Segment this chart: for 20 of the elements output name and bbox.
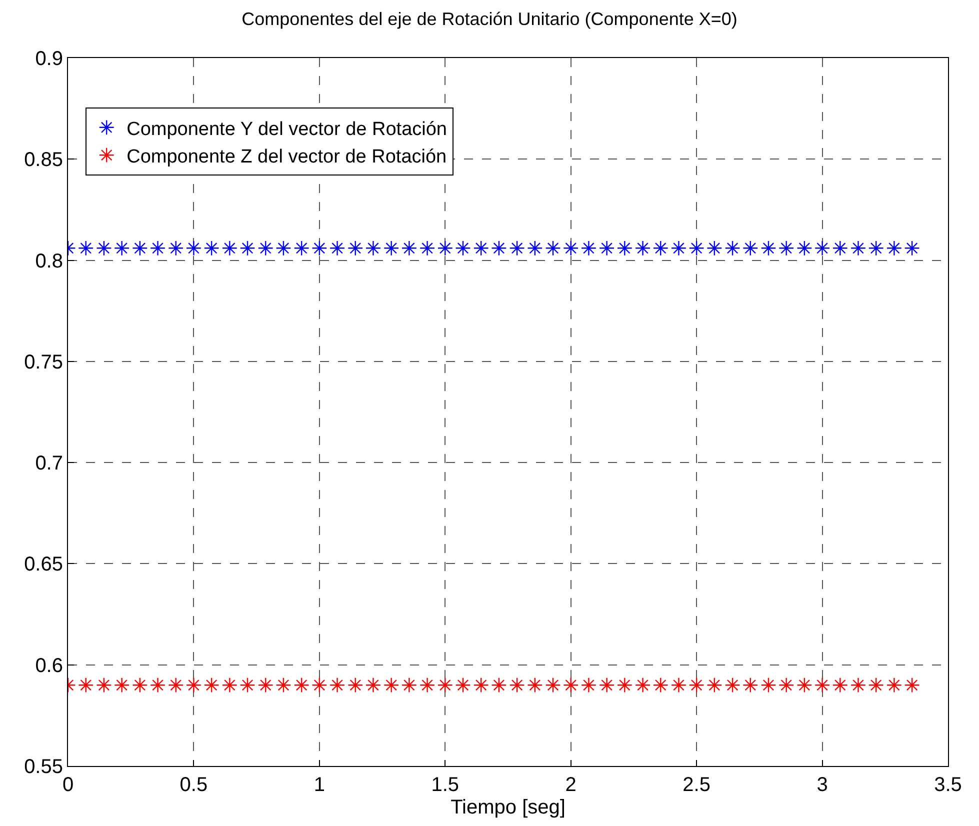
x-tick-label: 1 — [314, 774, 325, 796]
chart-title: Componentes del eje de Rotación Unitario (Componente X=0) — [242, 8, 738, 29]
legend-label: Componente Y del vector de Rotación — [126, 118, 448, 140]
x-tick-label: 3 — [816, 774, 828, 796]
y-tick-label: 0.6 — [35, 654, 63, 677]
y-tick-label: 0.75 — [24, 351, 63, 374]
x-tick-label: 3.5 — [934, 774, 962, 796]
y-tick-label: 0.55 — [24, 756, 63, 778]
y-tick-label: 0.7 — [35, 452, 63, 475]
x-axis-title: Tiempo [seg] — [450, 796, 566, 818]
y-tick-label: 0.9 — [35, 48, 63, 70]
x-tick-label: 1.5 — [431, 774, 460, 796]
x-tick-label: 2 — [565, 774, 576, 796]
y-tick-label: 0.65 — [24, 554, 63, 576]
legend-label: Componente Z del vector de Rotación — [126, 146, 447, 168]
x-tick-label: 0 — [62, 774, 74, 796]
y-tick-label: 0.85 — [24, 149, 63, 172]
x-tick-label: 2.5 — [682, 774, 710, 796]
y-tick-label: 0.8 — [35, 250, 63, 272]
x-tick-label: 0.5 — [180, 774, 208, 796]
